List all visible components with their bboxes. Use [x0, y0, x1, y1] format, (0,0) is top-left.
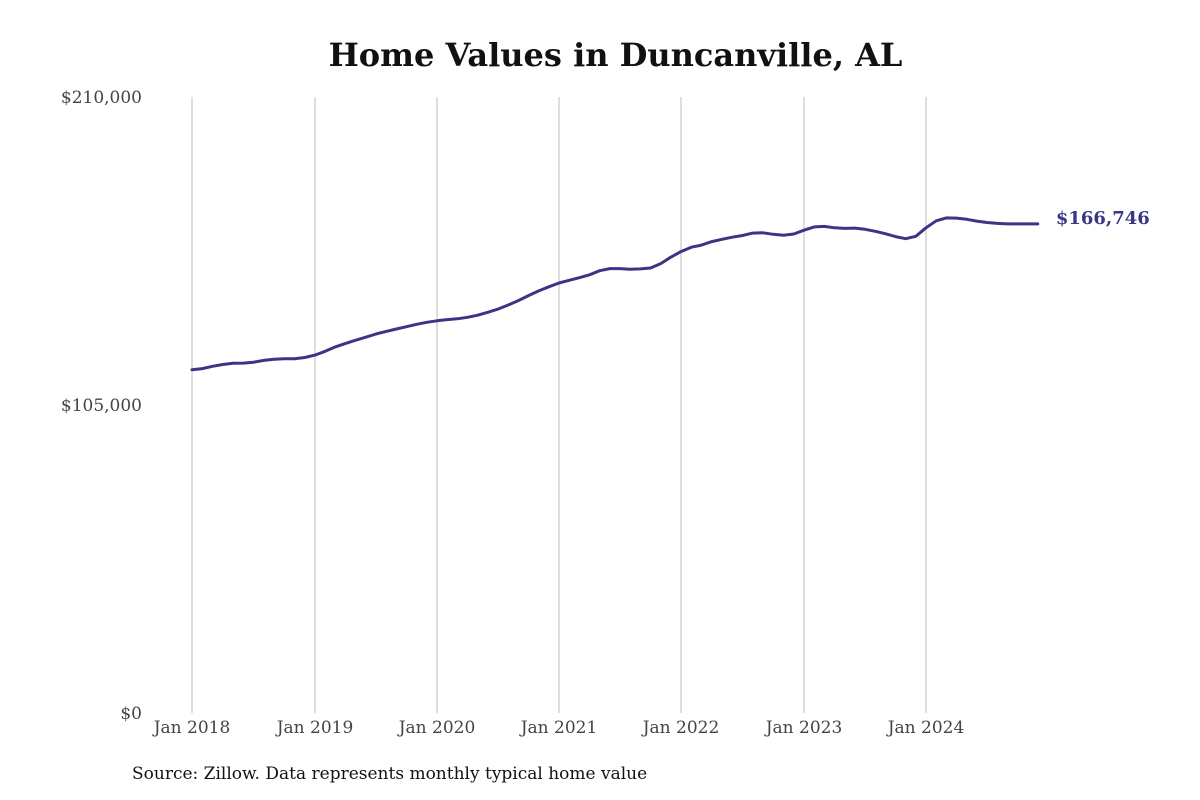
x-tick-label: Jan 2024 — [886, 718, 965, 738]
x-tick-label: Jan 2023 — [764, 718, 843, 738]
end-value-label: $166,746 — [1056, 208, 1150, 229]
y-tick-label: $0 — [120, 704, 142, 724]
x-tick-label: Jan 2018 — [152, 718, 231, 738]
series-layer — [190, 216, 1040, 372]
x-tick-label: Jan 2021 — [519, 718, 598, 738]
chart-title: Home Values in Duncanville, AL — [328, 36, 903, 74]
x-tick-label: Jan 2020 — [397, 718, 476, 738]
x-tick-label: Jan 2019 — [275, 718, 354, 738]
y-axis: $0 $105,000 $210,000 — [61, 88, 142, 724]
gridlines — [191, 97, 927, 713]
labels-layer: $166,746 — [1056, 208, 1150, 229]
series-line — [190, 216, 1040, 372]
source-note: Source: Zillow. Data represents monthly … — [132, 764, 648, 784]
y-tick-label: $210,000 — [61, 88, 142, 108]
x-tick-label: Jan 2022 — [641, 718, 720, 738]
y-tick-label: $105,000 — [61, 396, 142, 416]
x-axis: Jan 2018 Jan 2019 Jan 2020 Jan 2021 Jan 2022… — [152, 718, 965, 738]
